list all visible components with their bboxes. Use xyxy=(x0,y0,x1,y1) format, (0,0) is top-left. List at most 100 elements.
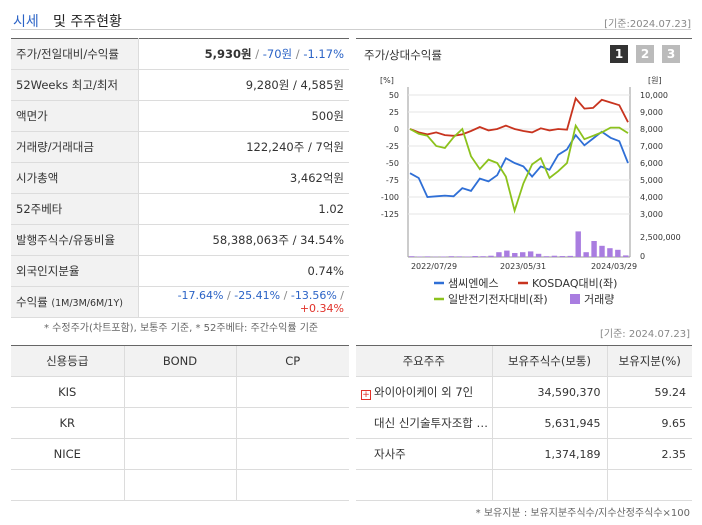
volume-bar xyxy=(480,256,486,257)
row-label: 52Weeks 최고/최저 xyxy=(11,69,139,101)
table-row: 대신 신기술투자조합 … 5,631,945 9.65 xyxy=(356,407,692,439)
row-label: 52주베타 xyxy=(11,193,139,225)
row-label: 발행주식수/유동비율 xyxy=(11,224,139,256)
holder-name-text: 와이아이케이 외 7인 xyxy=(374,385,474,399)
x-tick-label: 2022/07/29 xyxy=(411,262,457,271)
right-tick-label: 7,000 xyxy=(640,142,663,151)
stock-chart: 50 25 0 -25 -50 -75 -100 -125 [%] 10,000 9,000 8,00… xyxy=(380,76,681,306)
column-header: 신용등급 xyxy=(11,345,124,377)
volume-bar xyxy=(527,251,534,257)
volume-bar xyxy=(488,255,494,257)
holder-percent: 59.24 xyxy=(606,376,692,408)
row-label: 주가/전일대비/수익률 xyxy=(11,38,139,70)
volume-tick-label: 2,500,000 xyxy=(640,233,681,242)
cp-rating xyxy=(235,469,349,501)
volume-bar xyxy=(591,241,597,257)
left-axis-unit: [%] xyxy=(380,76,394,85)
legend-label: 거래량 xyxy=(584,293,614,306)
volume-bar xyxy=(607,248,613,257)
right-axis-unit: [원] xyxy=(648,76,662,85)
table-row: 수익률 (1M/3M/6M/1Y) -17.64% / -25.41% / -1… xyxy=(11,286,349,318)
volume-bar xyxy=(535,253,542,257)
holder-shares: 5,631,945 xyxy=(491,407,607,439)
bond-rating xyxy=(123,376,236,408)
series-line xyxy=(409,130,629,198)
table-row: NICE xyxy=(11,438,349,470)
row-label: 시가총액 xyxy=(11,162,139,194)
volume-bar xyxy=(520,252,526,257)
table-header-row: 주요주주 보유주식수(보통) 보유지분(%) xyxy=(356,345,692,377)
price-summary: 5,930원 / -70원 / -1.17% xyxy=(138,38,349,70)
price-change: -70원 xyxy=(262,47,293,61)
holder-percent: 2.35 xyxy=(606,438,692,470)
column-header: 보유주식수(보통) xyxy=(491,345,607,377)
section-title: 및 주주현황 xyxy=(53,14,122,30)
row-label: 액면가 xyxy=(11,100,139,132)
expand-plus-icon[interactable]: + xyxy=(361,390,371,400)
volume-bar xyxy=(575,231,581,257)
column-header: CP xyxy=(235,345,349,377)
agency-name: NICE xyxy=(11,438,124,470)
right-tick-label: 9,000 xyxy=(640,108,663,117)
table-row: 자사주 1,374,189 2.35 xyxy=(356,438,692,470)
section-title-accent: 시세 xyxy=(13,14,39,30)
bond-rating xyxy=(123,438,236,470)
row-value: 58,388,063주 / 34.54% xyxy=(138,224,349,256)
volume-bar xyxy=(504,250,510,257)
holder-name[interactable]: + 와이아이케이 외 7인 xyxy=(356,376,492,408)
holder-shares xyxy=(491,469,607,501)
left-tick-label: -100 xyxy=(381,193,399,202)
major-shareholders-table: 주요주주 보유주식수(보통) 보유지분(%) + 와이아이케이 외 7인 34,5… xyxy=(356,345,692,501)
holders-base-date: [기준: 2024.07.23] xyxy=(599,329,690,340)
row-value: 1.02 xyxy=(138,193,349,225)
volume-bar xyxy=(615,249,621,257)
chart-tab-1[interactable]: 1 xyxy=(610,45,628,63)
table-row: KR xyxy=(11,407,349,439)
right-tick-label: 10,000 xyxy=(640,91,668,100)
volume-bar xyxy=(424,256,431,257)
table-row xyxy=(356,469,692,501)
price-change-rate: -1.17% xyxy=(303,47,344,61)
bond-rating xyxy=(123,407,236,439)
separator: / xyxy=(340,289,344,302)
price-table: 주가/전일대비/수익률 5,930원 / -70원 / -1.17% 52Wee… xyxy=(11,38,349,318)
returns-values: -17.64% / -25.41% / -13.56% / +0.34% xyxy=(138,286,349,318)
volume-bar xyxy=(543,256,550,257)
cp-rating xyxy=(235,376,349,408)
column-header: 보유지분(%) xyxy=(606,345,692,377)
series-line xyxy=(409,96,629,137)
holder-shares: 1,374,189 xyxy=(491,438,607,470)
right-tick-label: 8,000 xyxy=(640,125,663,134)
credit-rating-table: 신용등급 BOND CP KIS KR NICE xyxy=(11,345,349,501)
row-value: 3,462억원 xyxy=(138,162,349,194)
row-value: 122,240주 / 7억원 xyxy=(138,131,349,163)
volume-bar xyxy=(583,252,589,257)
right-tick-label: 4,000 xyxy=(640,193,663,202)
separator: / xyxy=(292,47,304,61)
volume-tick-label: 0 xyxy=(640,252,645,261)
chart-tab-2[interactable]: 2 xyxy=(636,45,654,63)
volume-bar xyxy=(559,256,566,257)
chart-tab-3[interactable]: 3 xyxy=(662,45,680,63)
volume-bar xyxy=(551,255,558,257)
volume-bar xyxy=(448,256,455,257)
row-label: 외국인지분율 xyxy=(11,255,139,287)
chart-title: 주가/상대수익률 xyxy=(364,48,442,62)
table-row xyxy=(11,469,349,501)
separator: / xyxy=(251,47,263,61)
volume-bar xyxy=(496,252,502,257)
current-price: 5,930원 xyxy=(204,47,252,61)
right-tick-label: 6,000 xyxy=(640,159,663,168)
holder-percent: 9.65 xyxy=(606,407,692,439)
agency-name: KIS xyxy=(11,376,124,408)
legend-label: 샘씨엔에스 xyxy=(448,277,499,290)
table-row: 액면가 500원 xyxy=(11,100,349,132)
left-tick-label: -25 xyxy=(386,142,399,151)
row-value: 0.74% xyxy=(138,255,349,287)
legend-label: 일반전기전자대비(좌) xyxy=(448,292,548,306)
return-6m: -13.56% xyxy=(290,289,337,302)
left-tick-label: -75 xyxy=(386,176,399,185)
x-tick-label: 2023/05/31 xyxy=(500,262,546,271)
base-date: [기준:2024.07.23] xyxy=(604,19,691,30)
volume-bar xyxy=(599,245,605,257)
